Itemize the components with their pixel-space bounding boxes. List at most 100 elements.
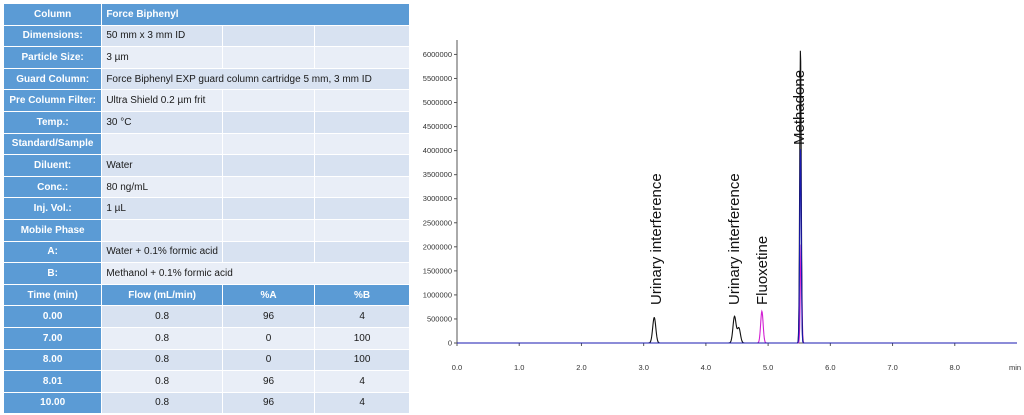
y-tick-label: 3000000 [423, 194, 452, 203]
x-tick-label: 2.0 [576, 363, 586, 372]
method-panel: Column Force Biphenyl Dimensions: 50 mm x 3… [0, 0, 410, 415]
method-value: 3 µm [102, 47, 222, 68]
gradient-value: 0 [222, 349, 315, 371]
gradient-row: 0.00 0.8 96 4 [4, 306, 409, 327]
gradient-time: 8.00 [4, 349, 102, 371]
empty-cell [315, 155, 409, 176]
method-value: 50 mm x 3 mm ID [102, 25, 222, 47]
gradient-header-row: Time (min) Flow (mL/min) %A %B [4, 284, 409, 306]
gradient-row: 10.00 0.8 96 4 [4, 392, 409, 414]
empty-cell [222, 219, 315, 241]
gradient-row: 7.00 0.8 0 100 [4, 327, 409, 349]
y-tick-label: 3500000 [423, 170, 452, 179]
gradient-value: 0.8 [102, 392, 222, 414]
method-label: Column [4, 4, 102, 25]
empty-cell [222, 133, 315, 155]
gradient-column-header: %B [315, 284, 409, 306]
empty-cell [222, 176, 315, 198]
gradient-value: 4 [315, 392, 409, 414]
method-label: Dimensions: [4, 25, 102, 47]
empty-cell [315, 133, 409, 155]
method-label: Temp.: [4, 111, 102, 133]
method-value: Methanol + 0.1% formic acid [102, 263, 409, 284]
peak-annotation: Urinary interference [648, 173, 665, 305]
empty-cell [315, 90, 409, 111]
x-tick-label: 6.0 [825, 363, 835, 372]
column-name: Force Biphenyl [102, 4, 409, 25]
method-value: 30 °C [102, 111, 222, 133]
gradient-value: 0.8 [102, 371, 222, 392]
empty-cell [222, 25, 315, 47]
method-row: Standard/Sample [4, 133, 409, 155]
empty-cell [222, 198, 315, 219]
y-tick-label: 500000 [427, 314, 452, 323]
y-tick-label: 2500000 [423, 218, 452, 227]
gradient-column-header: Time (min) [4, 284, 102, 306]
method-value: Force Biphenyl EXP guard column cartridg… [102, 68, 409, 90]
empty-cell [222, 155, 315, 176]
empty-cell [222, 241, 315, 263]
y-tick-label: 1000000 [423, 290, 452, 299]
x-axis-unit: min [1009, 363, 1021, 372]
method-label: Conc.: [4, 176, 102, 198]
chromatogram-svg: 0 500000 1000000 1500000 2000000 2500000 30000… [423, 40, 1021, 372]
gradient-value: 100 [315, 327, 409, 349]
method-label: Standard/Sample [4, 133, 102, 155]
method-value: Water [102, 155, 222, 176]
gradient-time: 7.00 [4, 327, 102, 349]
empty-cell [315, 241, 409, 263]
gradient-time: 8.01 [4, 371, 102, 392]
y-tick-label: 5000000 [423, 98, 452, 107]
gradient-row: 8.00 0.8 0 100 [4, 349, 409, 371]
method-value: Water + 0.1% formic acid [102, 241, 222, 263]
gradient-value: 96 [222, 392, 315, 414]
method-label: A: [4, 241, 102, 263]
y-tick-label: 4000000 [423, 146, 452, 155]
peak-annotation: Urinary interference [726, 173, 743, 305]
method-value [102, 219, 222, 241]
y-tick-label: 0 [448, 339, 452, 348]
x-tick-label: 1.0 [514, 363, 524, 372]
x-tick-label: 0.0 [452, 363, 462, 372]
method-label: Particle Size: [4, 47, 102, 68]
method-label: Guard Column: [4, 68, 102, 90]
y-tick-label: 6000000 [423, 50, 452, 59]
method-row: Dimensions: 50 mm x 3 mm ID [4, 25, 409, 47]
gradient-value: 0.8 [102, 306, 222, 327]
gradient-time: 10.00 [4, 392, 102, 414]
empty-cell [315, 219, 409, 241]
empty-cell [315, 25, 409, 47]
x-tick-label: 8.0 [950, 363, 960, 372]
empty-cell [315, 198, 409, 219]
method-row: B: Methanol + 0.1% formic acid [4, 263, 409, 284]
method-value: Ultra Shield 0.2 µm frit [102, 90, 222, 111]
x-tick-label: 5.0 [763, 363, 773, 372]
x-tick-label: 4.0 [701, 363, 711, 372]
method-label: B: [4, 263, 102, 284]
chromatogram: 0 500000 1000000 1500000 2000000 2500000 30000… [405, 0, 1024, 415]
method-row: Column Force Biphenyl [4, 4, 409, 25]
method-row: Particle Size: 3 µm [4, 47, 409, 68]
method-row: Conc.: 80 ng/mL [4, 176, 409, 198]
gradient-value: 0.8 [102, 327, 222, 349]
method-label: Inj. Vol.: [4, 198, 102, 219]
gradient-value: 96 [222, 371, 315, 392]
y-tick-label: 1500000 [423, 266, 452, 275]
peak-annotation: Fluoxetine [754, 236, 771, 305]
gradient-value: 0.8 [102, 349, 222, 371]
gradient-value: 96 [222, 306, 315, 327]
empty-cell [315, 47, 409, 68]
y-tick-label: 2000000 [423, 242, 452, 251]
method-row: Diluent: Water [4, 155, 409, 176]
method-value: 1 µL [102, 198, 222, 219]
method-label: Mobile Phase [4, 219, 102, 241]
method-table: Column Force Biphenyl Dimensions: 50 mm x 3… [3, 3, 410, 414]
gradient-value: 0 [222, 327, 315, 349]
method-label: Diluent: [4, 155, 102, 176]
empty-cell [315, 111, 409, 133]
empty-cell [222, 47, 315, 68]
method-row: Guard Column: Force Biphenyl EXP guard co… [4, 68, 409, 90]
method-label: Pre Column Filter: [4, 90, 102, 111]
method-row: Temp.: 30 °C [4, 111, 409, 133]
y-tick-label: 4500000 [423, 122, 452, 131]
